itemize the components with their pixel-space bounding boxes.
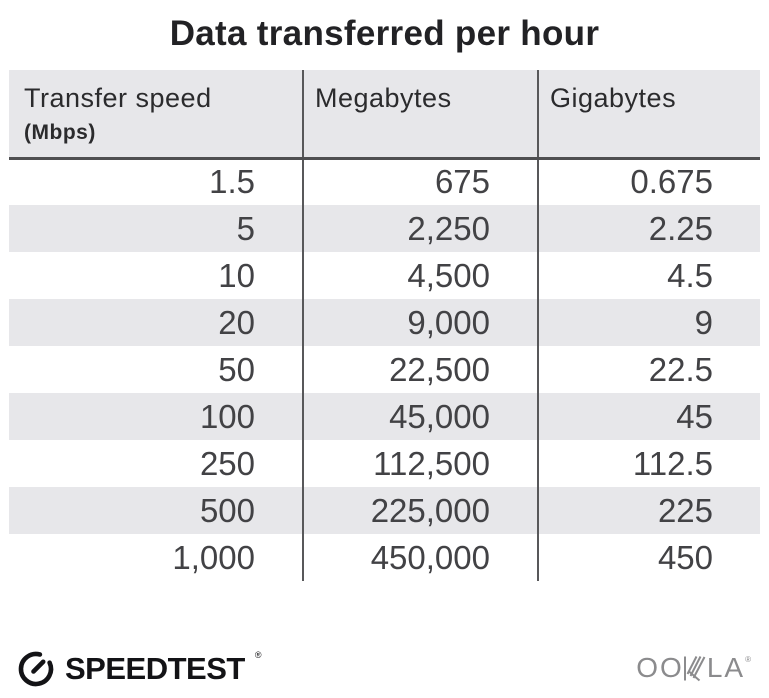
table-row: 50 22,500 22.5	[9, 346, 760, 393]
footer: SPEEDTEST ® OO LA ®	[0, 644, 769, 692]
registered-trademark-icon: ®	[254, 650, 262, 660]
table-row: 500 225,000 225	[9, 487, 760, 534]
cell-megabytes: 4,500	[302, 252, 538, 299]
cell-megabytes: 22,500	[302, 346, 538, 393]
speedtest-wordmark: SPEEDTEST	[65, 650, 245, 686]
column-header-label: Transfer speed	[24, 83, 212, 113]
table-body: 1.5 675 0.675 5 2,250 2.25 10 4,500 4.5 20 9,000 9 5…	[9, 158, 760, 581]
column-header-unit: (Mbps)	[24, 121, 96, 144]
cell-transfer-speed-mbps: 250	[199, 444, 255, 482]
table-row: 5 2,250 2.25	[9, 205, 760, 252]
speedtest-gauge-icon	[18, 651, 54, 687]
cell-megabytes: 450,000	[302, 534, 538, 581]
cell-gigabytes: 225	[537, 487, 760, 534]
column-header-gigabytes: Gigabytes	[537, 70, 760, 160]
cell-transfer-speed-mbps: 500	[199, 491, 255, 529]
ookla-wordmark-left: OO	[636, 652, 684, 683]
cell-transfer-speed-mbps: 1,000	[172, 538, 255, 576]
cell-gigabytes: 112.5	[537, 440, 760, 487]
speedtest-logo: SPEEDTEST ®	[16, 648, 261, 688]
column-header-megabytes: Megabytes	[302, 70, 538, 160]
column-header-transfer-speed: Transfer speed (Mbps)	[9, 70, 303, 160]
cell-megabytes: 45,000	[302, 393, 538, 440]
cell-transfer-speed-mbps: 50	[218, 350, 255, 388]
column-header-label: Gigabytes	[550, 83, 677, 113]
cell-transfer-speed-mbps: 5	[236, 209, 255, 247]
cell-transfer-speed-mbps: 20	[218, 303, 255, 341]
cell-megabytes: 675	[302, 158, 538, 205]
cell-gigabytes: 9	[537, 299, 760, 346]
cell-transfer-speed-mbps: 1.5	[209, 163, 255, 201]
cell-megabytes: 9,000	[302, 299, 538, 346]
cell-gigabytes: 4.5	[537, 252, 760, 299]
table-row: 1,000 450,000 450	[9, 534, 760, 581]
cell-gigabytes: 450	[537, 534, 760, 581]
table-row: 250 112,500 112.5	[9, 440, 760, 487]
cell-transfer-speed-mbps: 10	[218, 256, 255, 294]
table-header-row: Transfer speed (Mbps) Megabytes Gigabyte…	[9, 70, 760, 160]
cell-megabytes: 112,500	[302, 440, 538, 487]
cell-gigabytes: 0.675	[537, 158, 760, 205]
cell-gigabytes: 22.5	[537, 346, 760, 393]
ookla-stylized-k-icon	[683, 655, 706, 681]
page-title: Data transferred per hour	[169, 14, 600, 53]
ookla-logo: OO LA ®	[636, 654, 753, 682]
cell-megabytes: 225,000	[302, 487, 538, 534]
cell-gigabytes: 2.25	[537, 205, 760, 252]
ookla-wordmark-right: LA	[706, 652, 746, 683]
table-row: 10 4,500 4.5	[9, 252, 760, 299]
table-row: 20 9,000 9	[9, 299, 760, 346]
cell-transfer-speed-mbps: 100	[199, 397, 255, 435]
cell-gigabytes: 45	[537, 393, 760, 440]
cell-megabytes: 2,250	[302, 205, 538, 252]
table-row: 1.5 675 0.675	[9, 158, 760, 205]
registered-trademark-icon: ®	[745, 655, 753, 664]
column-header-label: Megabytes	[315, 83, 452, 113]
table-row: 100 45,000 45	[9, 393, 760, 440]
data-transfer-table: Transfer speed (Mbps) Megabytes Gigabyte…	[9, 70, 760, 581]
